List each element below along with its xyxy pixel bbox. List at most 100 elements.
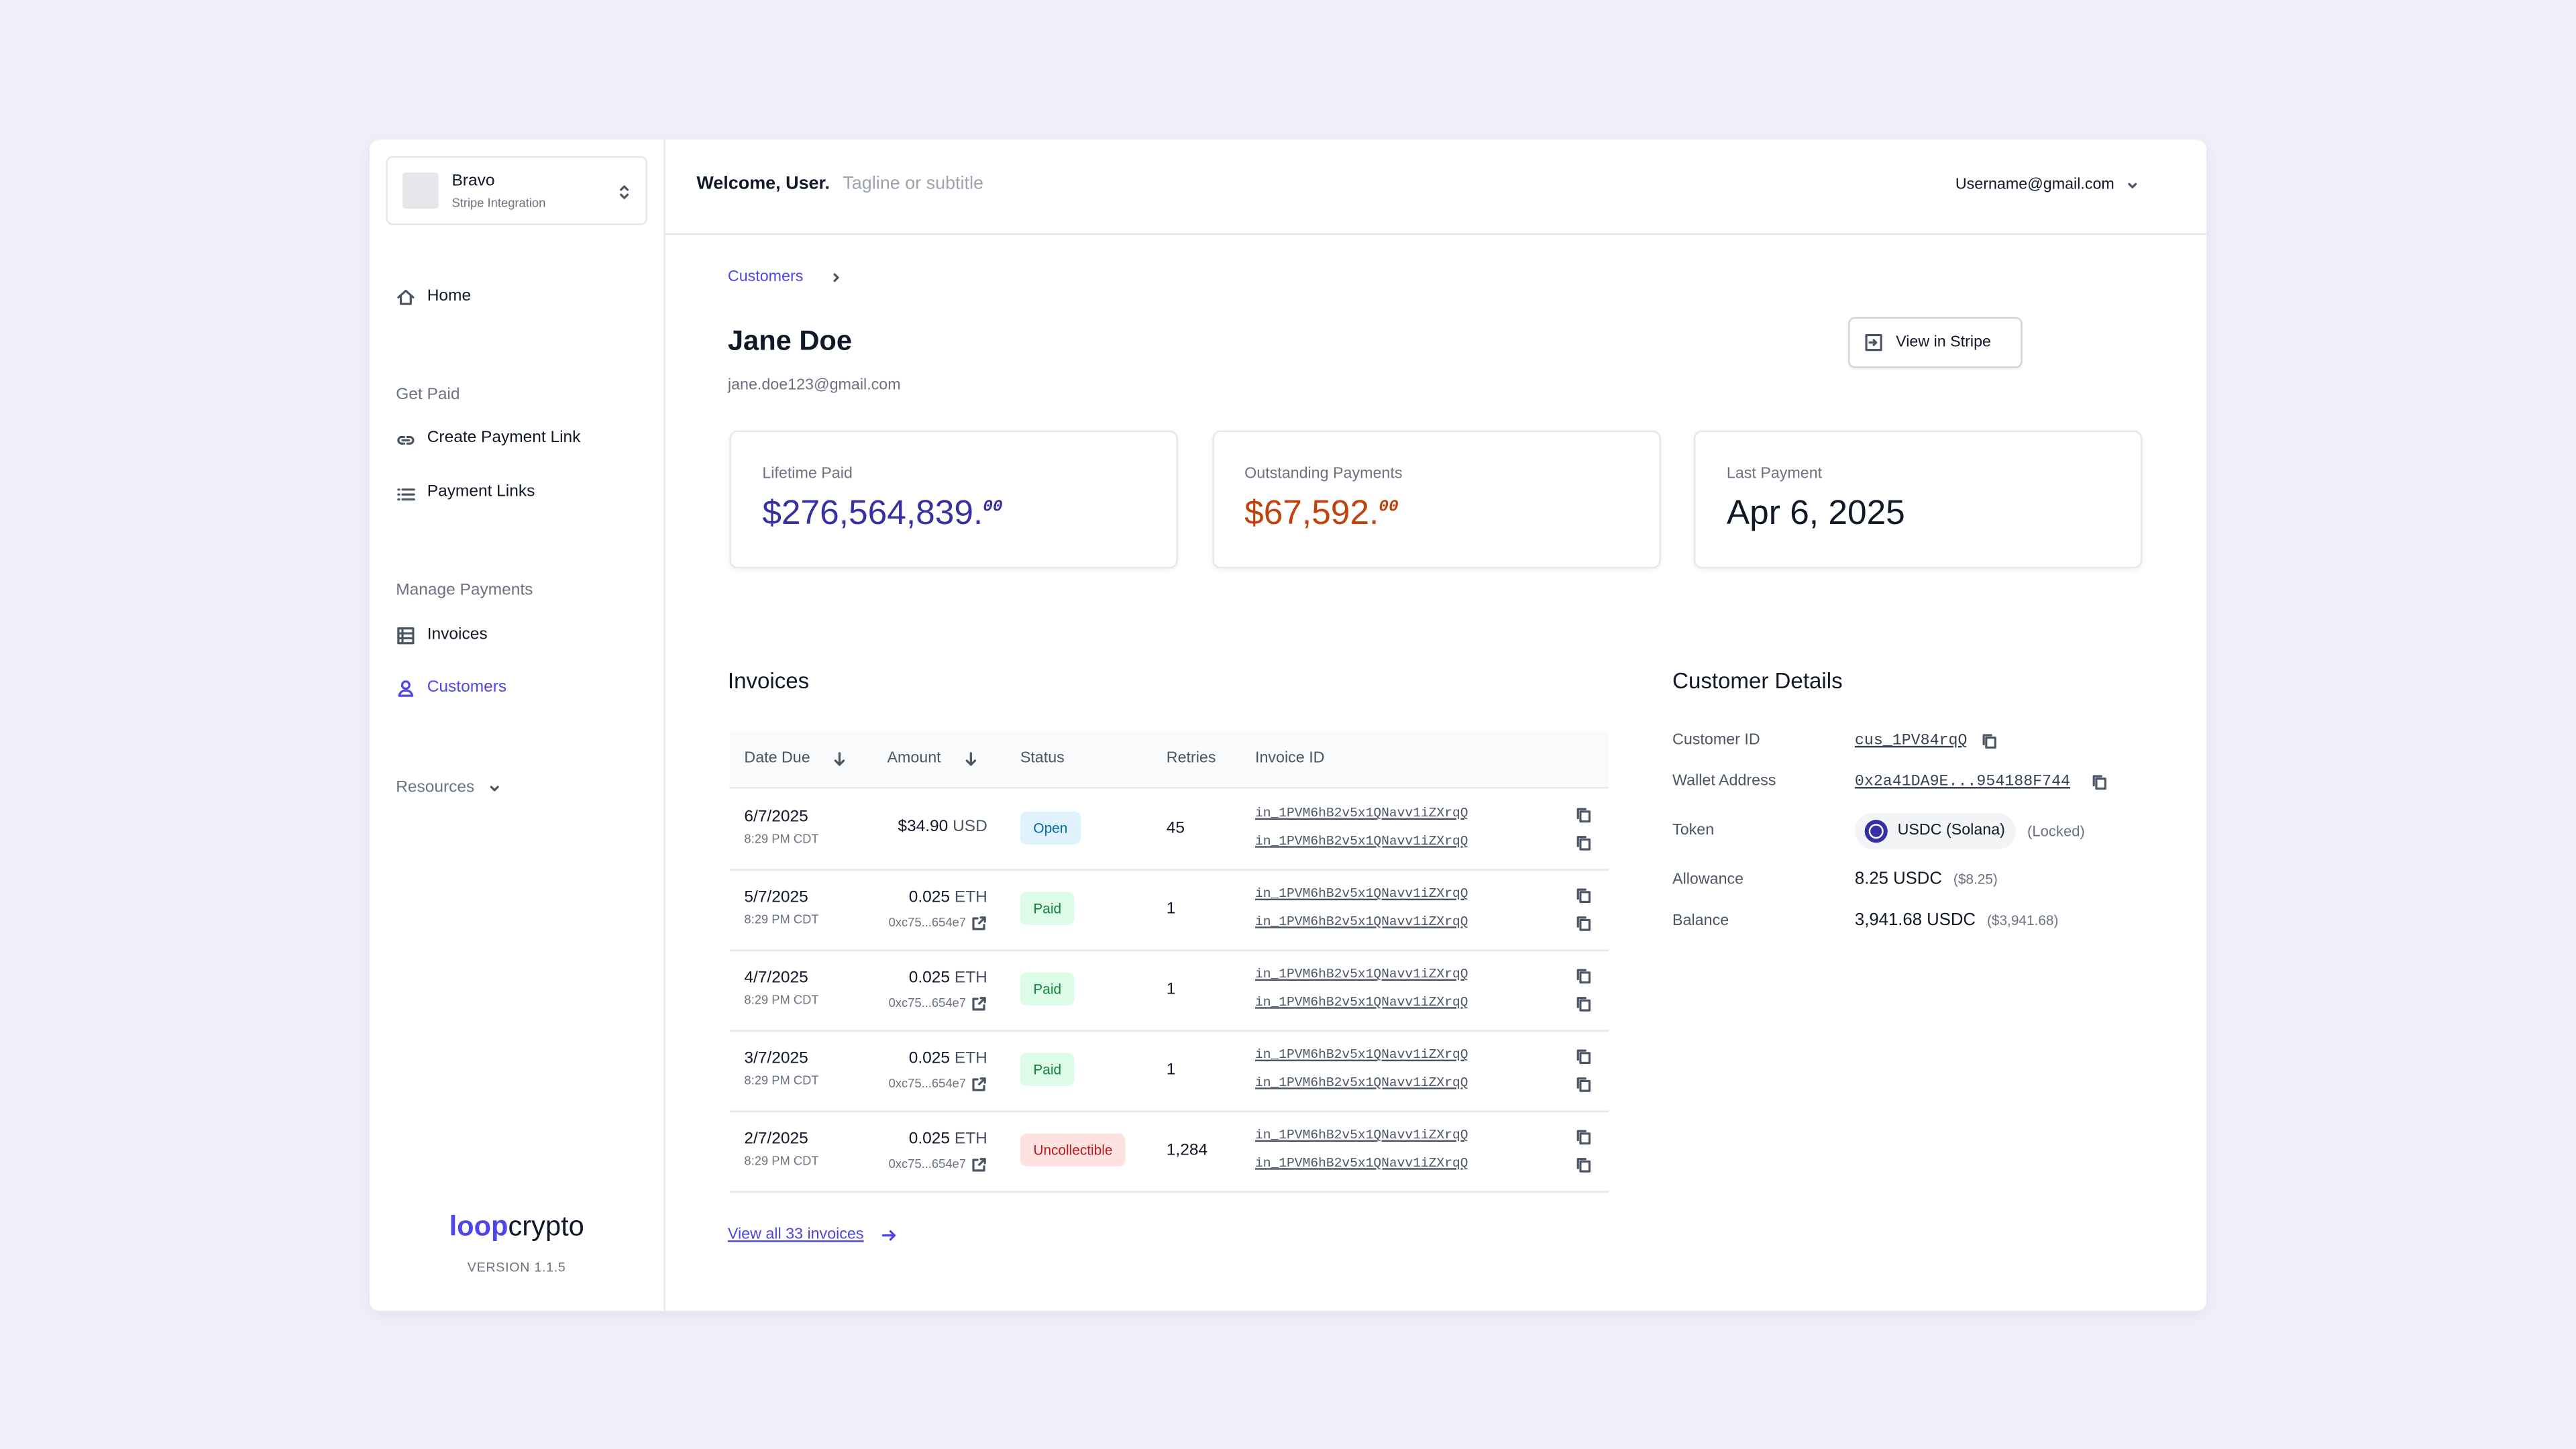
- copy-icon[interactable]: [1576, 967, 1592, 984]
- copy-icon[interactable]: [1576, 806, 1592, 823]
- detail-value: 8.25 USDC ($8.25): [1855, 869, 1998, 889]
- app-card: Bravo Stripe Integration Home Get Paid C…: [370, 140, 2206, 1311]
- nav-item[interactable]: Payment Links: [427, 483, 535, 501]
- user-menu[interactable]: Username@gmail.com: [1955, 176, 2114, 194]
- currency: ETH: [954, 969, 987, 987]
- stat-amount: $276,564,839.: [762, 494, 983, 533]
- amount: $34.90 USD: [898, 818, 987, 837]
- currency: USD: [953, 818, 987, 837]
- detail-amount: 8.25 USDC: [1854, 869, 1942, 889]
- date: 2/7/2025: [744, 1130, 808, 1148]
- amount-value: $34.90: [898, 818, 949, 837]
- copy-icon[interactable]: [1576, 1128, 1592, 1145]
- sort-icon[interactable]: [831, 751, 847, 767]
- status-badge: Uncollectible: [1020, 1133, 1126, 1167]
- time: 8:29 PM CDT: [744, 831, 819, 847]
- customer-icon: [398, 680, 414, 697]
- detail-value: 0x2a41DA9E...954188F744: [1854, 772, 2071, 790]
- nav-home[interactable]: Home: [427, 287, 472, 306]
- amount-value: 0.025: [908, 1049, 951, 1068]
- external-icon: [1865, 334, 1882, 352]
- stat-card: Last Payment Apr 6, 2025: [1693, 430, 2143, 569]
- invoice-row: 2/7/2025 8:29 PM CDT 0.025 ETH 0xc75...654e…: [729, 1111, 1609, 1193]
- copy-icon[interactable]: [1576, 914, 1592, 930]
- token-pill: USDC (Solana): [1854, 813, 2016, 850]
- nav-resources[interactable]: Resources: [396, 778, 475, 797]
- nav-item[interactable]: Create Payment Link: [427, 429, 581, 447]
- logo-rest: crypto: [508, 1210, 584, 1242]
- invoice-id: in_1PVM6hB2v5x1QNavv1iZXrqQ: [1255, 887, 1468, 902]
- invoices-title: Invoices: [727, 668, 810, 694]
- copy-icon[interactable]: [1576, 834, 1592, 850]
- tx-link-icon[interactable]: [971, 915, 987, 931]
- detail-value: 3,941.68 USDC ($3,941.68): [1855, 910, 2059, 930]
- amount-value: 0.025: [908, 1130, 951, 1148]
- detail-note: ($8.25): [1953, 870, 1998, 888]
- status-badge: Paid: [1020, 1053, 1075, 1086]
- invoice-icon: [397, 627, 415, 645]
- column-header: Amount: [887, 749, 941, 767]
- workspace-name: Bravo: [451, 172, 495, 191]
- nav-item-active[interactable]: Customers: [427, 678, 507, 697]
- copy-icon[interactable]: [1576, 1048, 1592, 1065]
- amount: 0.025 ETH: [909, 969, 987, 987]
- invoice-id: in_1PVM6hB2v5x1QNavv1iZXrqQ: [1255, 1155, 1468, 1171]
- tx-link-icon[interactable]: [971, 1157, 987, 1173]
- stat-amount: Apr 6, 2025: [1726, 494, 1905, 533]
- tx-link-icon[interactable]: [971, 1076, 987, 1092]
- workspace-switcher[interactable]: Bravo Stripe Integration: [386, 156, 647, 225]
- invoice-id: in_1PVM6hB2v5x1QNavv1iZXrqQ: [1255, 806, 1468, 822]
- column-header: Retries: [1166, 749, 1216, 767]
- tx-link-icon[interactable]: [971, 996, 987, 1012]
- invoice-id: in_1PVM6hB2v5x1QNavv1iZXrqQ: [1255, 833, 1468, 849]
- view-in-stripe-button[interactable]: View in Stripe: [1848, 317, 2023, 368]
- amount-value: 0.025: [908, 969, 951, 987]
- tagline: Tagline or subtitle: [843, 174, 983, 194]
- retries: 1,284: [1166, 1142, 1208, 1160]
- stat-label: Lifetime Paid: [762, 465, 853, 484]
- copy-icon[interactable]: [1576, 1156, 1592, 1172]
- detail-amount: 3,941.68 USDC: [1854, 910, 1976, 930]
- detail-label: Customer ID: [1672, 731, 1760, 749]
- stat-value: Apr 6, 2025: [1727, 494, 1905, 534]
- date: 4/7/2025: [744, 969, 808, 987]
- copy-icon[interactable]: [1576, 887, 1592, 904]
- breadcrumb[interactable]: Customers: [727, 268, 804, 286]
- retries: 1: [1166, 981, 1176, 999]
- tx-hash: 0xc75...654e7: [888, 915, 967, 930]
- currency: ETH: [954, 1049, 987, 1068]
- time: 8:29 PM CDT: [744, 992, 819, 1008]
- status-badge: Paid: [1020, 972, 1075, 1006]
- tx-hash: 0xc75...654e7: [888, 996, 967, 1011]
- breadcrumb-chevron: [833, 273, 839, 282]
- invoice-id: in_1PVM6hB2v5x1QNavv1iZXrqQ: [1255, 1075, 1468, 1090]
- stat-label: Last Payment: [1726, 465, 1823, 484]
- token-note: (Locked): [2027, 822, 2085, 840]
- logo-bold: loop: [449, 1210, 508, 1242]
- detail-label: Allowance: [1672, 870, 1744, 889]
- stat-value: $67,592.00: [1244, 494, 1399, 534]
- copy-icon[interactable]: [2092, 773, 2108, 790]
- sidebar: Bravo Stripe Integration Home Get Paid C…: [370, 140, 665, 1311]
- time: 8:29 PM CDT: [744, 912, 819, 927]
- status-badge: Paid: [1020, 892, 1075, 925]
- copy-icon[interactable]: [1981, 733, 1997, 749]
- amount-value: 0.025: [908, 888, 951, 907]
- stat-amount: $67,592.: [1244, 494, 1379, 533]
- copy-icon[interactable]: [1576, 995, 1592, 1011]
- column-header: Date Due: [744, 749, 810, 767]
- sort-icon[interactable]: [963, 751, 979, 767]
- button-label: View in Stripe: [1896, 333, 1991, 352]
- view-all-link[interactable]: View all 33 invoices: [727, 1225, 864, 1244]
- date: 5/7/2025: [744, 888, 808, 907]
- detail-label: Wallet Address: [1672, 772, 1776, 790]
- nav-item[interactable]: Invoices: [427, 626, 488, 645]
- stat-value: $276,564,839.00: [762, 494, 1002, 534]
- invoice-id: in_1PVM6hB2v5x1QNavv1iZXrqQ: [1255, 914, 1468, 929]
- invoice-id: in_1PVM6hB2v5x1QNavv1iZXrqQ: [1255, 1048, 1468, 1063]
- list-icon: [397, 488, 415, 501]
- copy-icon[interactable]: [1576, 1075, 1592, 1091]
- column-header: Status: [1020, 749, 1065, 767]
- invoice-id: in_1PVM6hB2v5x1QNavv1iZXrqQ: [1255, 994, 1468, 1010]
